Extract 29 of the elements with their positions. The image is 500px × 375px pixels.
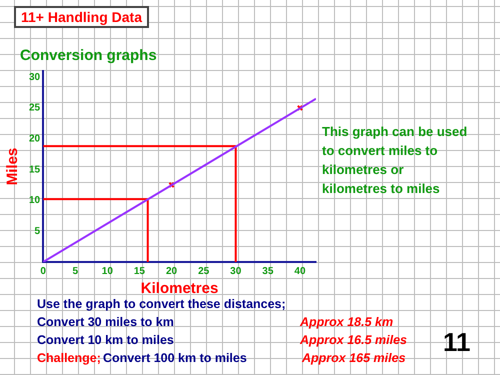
chart-subtitle: Conversion graphs <box>20 47 157 64</box>
x-tick-label: 10 <box>102 266 114 277</box>
text: Convert 30 miles to km <box>37 315 174 329</box>
y-tick-label: 15 <box>29 164 41 176</box>
text: 11 <box>443 327 470 358</box>
x-tick-label: 30 <box>230 266 242 277</box>
text: Convert 10 km to miles <box>37 333 174 347</box>
y-tick-label: 25 <box>29 102 41 114</box>
text: Use the graph to convert these distances; <box>37 297 286 311</box>
y-tick-label: 10 <box>29 195 41 206</box>
text: Convert 100 km to miles <box>103 351 247 365</box>
y-tick-label: 5 <box>34 226 41 237</box>
text: Challenge; <box>37 351 101 365</box>
x-tick-label: 15 <box>134 266 146 277</box>
x-axis-title: Kilometres <box>140 280 218 298</box>
x-tick-label: 0 <box>40 266 46 277</box>
text: Approx 18.5 km <box>300 315 394 329</box>
x-tick-label: 25 <box>198 266 210 277</box>
text: Approx 16.5 miles <box>300 333 407 347</box>
x-tick-label: 20 <box>166 266 178 277</box>
x-tick-label: 5 <box>72 266 78 277</box>
y-tick-label: 20 <box>29 134 41 145</box>
chart-title: 11+ Handling Data <box>14 6 149 28</box>
text: Approx 165 miles <box>302 351 406 365</box>
x-tick-label: 40 <box>294 266 306 277</box>
y-tick-label: 30 <box>29 72 41 83</box>
x-tick-label: 35 <box>262 266 274 277</box>
y-axis-title: Miles <box>4 148 22 186</box>
text: This graph can be used to convert miles to kilometres or kilometres to miles <box>322 123 468 198</box>
